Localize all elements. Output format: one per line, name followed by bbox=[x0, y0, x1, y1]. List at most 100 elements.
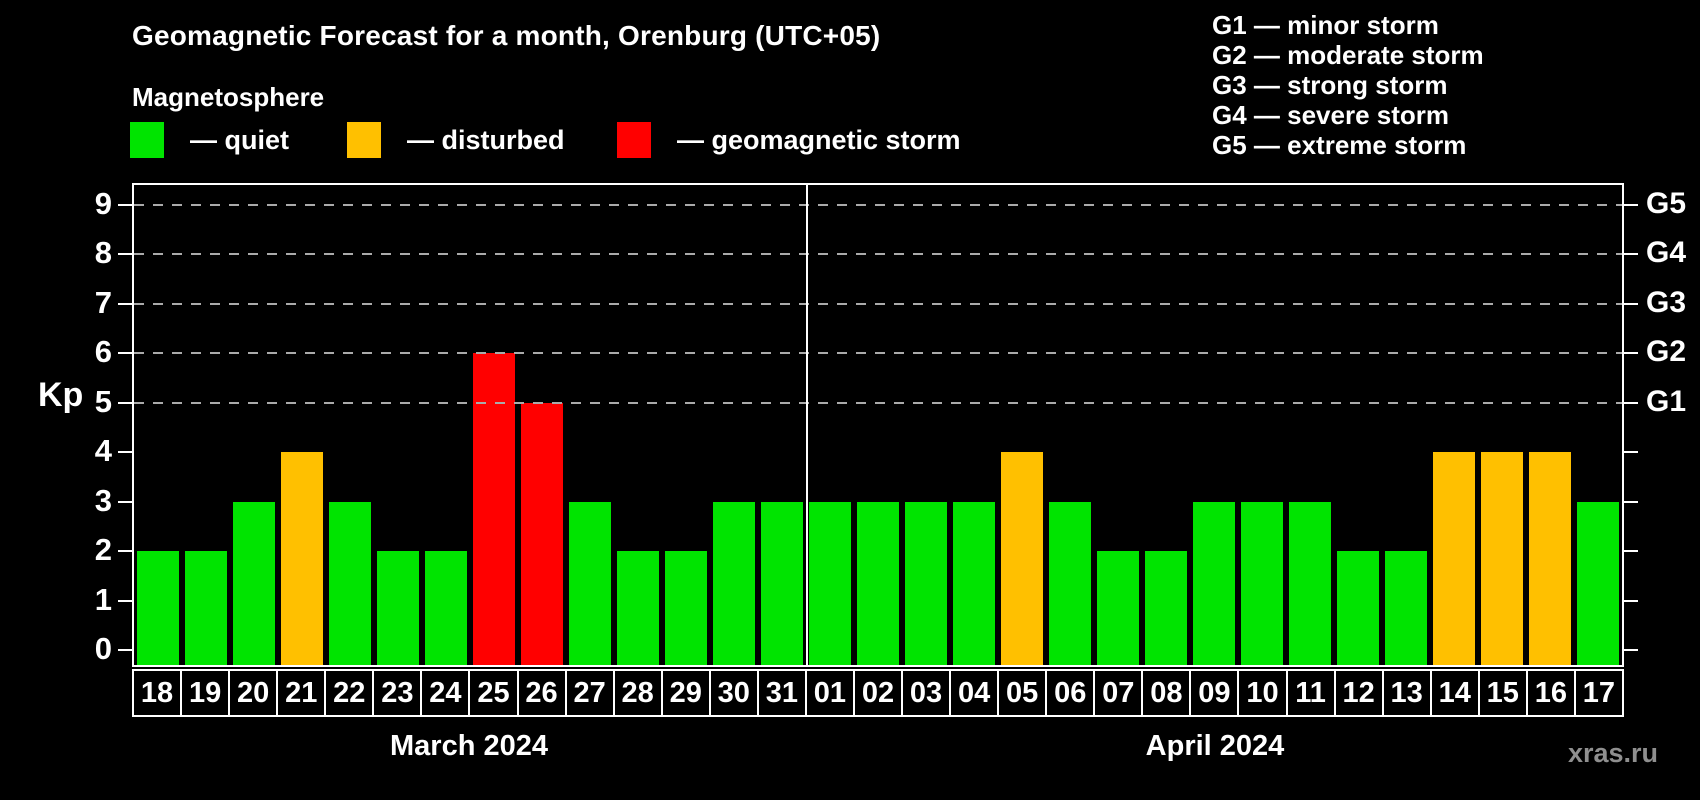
disturbed-swatch-icon bbox=[347, 122, 381, 158]
bar-column-march-20 bbox=[230, 185, 278, 665]
y-axis-title: Kp bbox=[38, 376, 84, 414]
day-label-march-21: 21 bbox=[276, 669, 327, 717]
bar-column-march-29 bbox=[662, 185, 710, 665]
kp-bar-march-26 bbox=[521, 402, 563, 665]
storm-scale-line-g3: G3 — strong storm bbox=[1212, 70, 1448, 100]
kp-bar-april-03 bbox=[905, 501, 947, 665]
bar-column-march-30 bbox=[710, 185, 758, 665]
gridline-kp5 bbox=[134, 401, 1622, 404]
kp-bar-march-25 bbox=[473, 353, 515, 665]
bar-column-april-04 bbox=[950, 185, 998, 665]
y-axis-tick-left-1 bbox=[118, 599, 132, 602]
gridline-kp7 bbox=[134, 302, 1622, 305]
kp-bar-march-29 bbox=[665, 551, 707, 665]
storm-scale-line-g5: G5 — extreme storm bbox=[1212, 130, 1467, 160]
kp-bar-april-11 bbox=[1289, 501, 1331, 665]
y-axis-label-3: 3 bbox=[94, 482, 112, 518]
kp-bar-april-15 bbox=[1481, 452, 1523, 665]
kp-bar-april-17 bbox=[1577, 501, 1619, 665]
month-label-april: April 2024 bbox=[1145, 730, 1285, 762]
kp-bar-chart bbox=[132, 183, 1624, 667]
y-axis-tick-right-9 bbox=[1624, 203, 1638, 206]
right-axis-label-g2: G2 bbox=[1646, 335, 1687, 368]
day-label-march-24: 24 bbox=[420, 669, 471, 717]
kp-bar-april-14 bbox=[1433, 452, 1475, 665]
y-axis-label-1: 1 bbox=[94, 581, 112, 617]
y-axis-tick-left-2 bbox=[118, 550, 132, 552]
y-axis-tick-right-2 bbox=[1624, 550, 1638, 552]
y-axis-tick-right-3 bbox=[1624, 500, 1638, 503]
bar-column-april-17 bbox=[1574, 185, 1622, 665]
bar-column-april-07 bbox=[1094, 185, 1142, 665]
kp-bar-april-07 bbox=[1097, 551, 1139, 665]
y-axis-tick-left-8 bbox=[118, 253, 132, 255]
plot-area bbox=[134, 185, 1622, 665]
y-axis-tick-right-4 bbox=[1624, 451, 1638, 453]
bar-column-april-11 bbox=[1286, 185, 1334, 665]
y-axis-label-0: 0 bbox=[94, 631, 112, 666]
day-label-march-19: 19 bbox=[180, 669, 231, 717]
kp-bar-march-31 bbox=[761, 501, 803, 665]
y-axis-label-8: 8 bbox=[94, 235, 112, 270]
legend-label-quiet: — quiet bbox=[190, 124, 289, 155]
day-label-march-30: 30 bbox=[708, 669, 759, 717]
kp-bar-march-30 bbox=[713, 501, 755, 665]
gridline-kp6 bbox=[134, 352, 1622, 354]
day-label-april-13: 13 bbox=[1381, 669, 1432, 717]
legend-label-storm: — geomagnetic storm bbox=[677, 124, 961, 155]
chart-subtitle: Magnetosphere bbox=[132, 82, 325, 112]
bars-container bbox=[134, 185, 1622, 665]
page-title: Geomagnetic Forecast for a month, Orenbu… bbox=[132, 20, 881, 51]
bar-column-march-21 bbox=[278, 185, 326, 665]
day-label-april-02: 02 bbox=[852, 669, 903, 717]
gridline-kp9 bbox=[134, 203, 1622, 206]
y-axis-tick-right-5 bbox=[1624, 401, 1638, 404]
bar-column-march-18 bbox=[134, 185, 182, 665]
day-label-march-23: 23 bbox=[372, 669, 423, 717]
bar-column-april-01 bbox=[806, 185, 854, 665]
right-axis-label-g4: G4 bbox=[1646, 236, 1687, 269]
storm-swatch-icon bbox=[617, 122, 651, 158]
bar-column-march-26 bbox=[518, 185, 566, 665]
right-axis-label-g1: G1 bbox=[1646, 384, 1687, 418]
y-axis-tick-left-4 bbox=[118, 451, 132, 453]
y-axis-tick-left-7 bbox=[118, 302, 132, 305]
y-axis-label-9: 9 bbox=[94, 185, 112, 221]
bar-column-april-16 bbox=[1526, 185, 1574, 665]
day-label-march-28: 28 bbox=[612, 669, 663, 717]
bar-column-april-02 bbox=[854, 185, 902, 665]
kp-bar-april-01 bbox=[809, 501, 851, 665]
y-axis-label-2: 2 bbox=[94, 532, 112, 567]
day-label-march-22: 22 bbox=[324, 669, 375, 717]
y-axis-label-6: 6 bbox=[94, 334, 112, 369]
y-axis-tick-right-0 bbox=[1624, 649, 1638, 651]
y-axis-tick-left-0 bbox=[118, 649, 132, 651]
day-label-april-10: 10 bbox=[1237, 669, 1288, 717]
date-axis-row: 18 19 20 21 22 23 24 25 26 27 28 29 30 31 01 02 03 04 05 06… bbox=[132, 669, 1624, 717]
bar-column-march-28 bbox=[614, 185, 662, 665]
day-label-march-27: 27 bbox=[564, 669, 615, 717]
y-axis-label-5: 5 bbox=[94, 383, 112, 419]
day-label-april-06: 06 bbox=[1045, 669, 1096, 717]
day-label-april-14: 14 bbox=[1429, 669, 1480, 717]
kp-bar-april-10 bbox=[1241, 501, 1283, 665]
bar-column-march-27 bbox=[566, 185, 614, 665]
kp-bar-april-06 bbox=[1049, 501, 1091, 665]
kp-bar-march-22 bbox=[329, 501, 371, 665]
legend-item-disturbed: — disturbed bbox=[347, 120, 565, 160]
y-axis-tick-right-8 bbox=[1624, 253, 1638, 255]
day-label-march-25: 25 bbox=[468, 669, 519, 717]
day-label-march-18: 18 bbox=[132, 669, 183, 717]
y-axis-label-4: 4 bbox=[94, 433, 112, 468]
bar-column-march-19 bbox=[182, 185, 230, 665]
right-axis-label-g5: G5 bbox=[1646, 186, 1687, 220]
bar-column-march-24 bbox=[422, 185, 470, 665]
quiet-swatch-icon bbox=[130, 122, 164, 158]
kp-bar-march-24 bbox=[425, 551, 467, 665]
bar-column-april-10 bbox=[1238, 185, 1286, 665]
day-label-april-07: 07 bbox=[1093, 669, 1144, 717]
bar-column-april-03 bbox=[902, 185, 950, 665]
y-axis-tick-right-7 bbox=[1624, 302, 1638, 305]
day-label-april-12: 12 bbox=[1333, 669, 1384, 717]
kp-bar-march-21 bbox=[281, 452, 323, 665]
